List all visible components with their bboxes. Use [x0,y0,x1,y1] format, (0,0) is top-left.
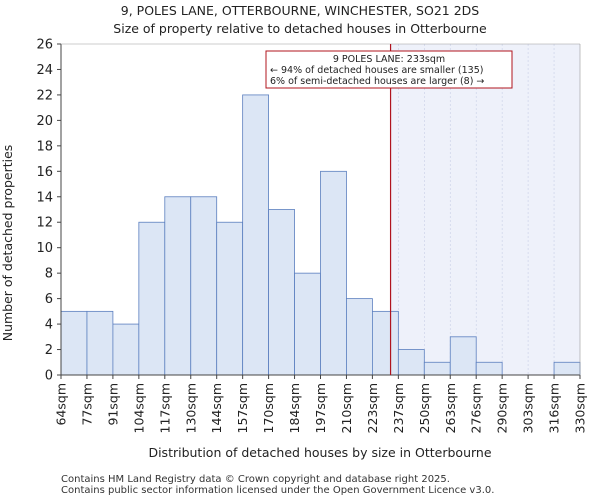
x-tick-label: 276sqm [469,383,484,433]
y-axis-label: Number of detached properties [0,145,15,342]
x-tick-label: 237sqm [391,383,406,433]
x-tick-label: 157sqm [235,383,250,433]
histogram-bar [475,361,503,376]
y-tick-label: 20 [36,114,53,129]
y-tick-label: 24 [36,63,53,78]
chart-title: 9, POLES LANE, OTTERBOURNE, WINCHESTER, … [120,3,480,18]
y-tick-label: 10 [36,241,53,256]
histogram-bar [138,221,166,376]
x-axis-label: Distribution of detached houses by size … [148,445,491,460]
x-tick-label: 104sqm [131,383,146,433]
y-tick-label: 12 [36,216,53,231]
x-tick-label: 290sqm [495,383,510,433]
annotation-box [265,50,513,89]
x-tick-label: 223sqm [365,383,380,433]
x-tick-label: 64sqm [54,383,69,426]
y-tick-label: 18 [36,139,53,154]
histogram-bar [190,196,218,376]
x-tick-label: 130sqm [183,383,198,433]
histogram-bar [242,94,269,376]
y-tick-label: 6 [45,292,53,307]
y-tick-label: 2 [45,343,53,358]
chart-title-block: 9, POLES LANE, OTTERBOURNE, WINCHESTER, … [0,2,600,38]
x-tick-label: 91sqm [105,383,120,426]
histogram-bar [112,323,140,376]
y-tick-label: 22 [36,88,53,103]
histogram-bar [268,209,295,376]
y-tick-label: 8 [45,267,53,282]
histogram-bar [164,196,192,376]
highlight-region [390,44,580,375]
histogram-bar [60,310,88,376]
histogram-bar [553,361,581,376]
footer-line-1: Contains HM Land Registry data © Crown c… [61,474,450,485]
histogram-bar [294,272,321,376]
histogram-bar [449,336,477,376]
x-tick-label: 330sqm [573,383,588,433]
annotation-line: ← 94% of detached houses are smaller (13… [270,65,483,76]
y-tick-label: 14 [36,190,53,205]
y-tick-label: 4 [45,318,53,333]
x-tick-label: 316sqm [547,383,562,433]
x-tick-label: 197sqm [313,383,328,433]
x-tick-label: 303sqm [521,383,536,433]
histogram-bar [423,361,451,376]
histogram-bar [320,170,347,376]
annotation-line: 9 POLES LANE: 233sqm [333,54,445,65]
x-tick-label: 210sqm [339,383,354,433]
chart-subtitle: Size of property relative to detached ho… [113,21,487,36]
histogram-bar [346,298,373,376]
x-tick-label: 117sqm [157,383,172,433]
x-tick-label: 170sqm [261,383,276,433]
x-tick-label: 184sqm [287,383,302,433]
x-tick-label: 144sqm [209,383,224,433]
histogram-bar [397,349,425,376]
x-tick-label: 250sqm [417,383,432,433]
histogram-bar [371,310,399,376]
x-tick-label: 263sqm [443,383,458,433]
y-tick-label: 0 [45,369,53,384]
x-tick-label: 77sqm [79,383,94,426]
histogram-bar [216,221,244,376]
annotation-line: 6% of semi-detached houses are larger (8… [270,76,484,87]
histogram-bar [86,310,114,376]
footer-line-2: Contains public sector information licen… [61,485,495,496]
y-tick-label: 16 [36,165,53,180]
y-tick-label: 26 [36,38,53,53]
